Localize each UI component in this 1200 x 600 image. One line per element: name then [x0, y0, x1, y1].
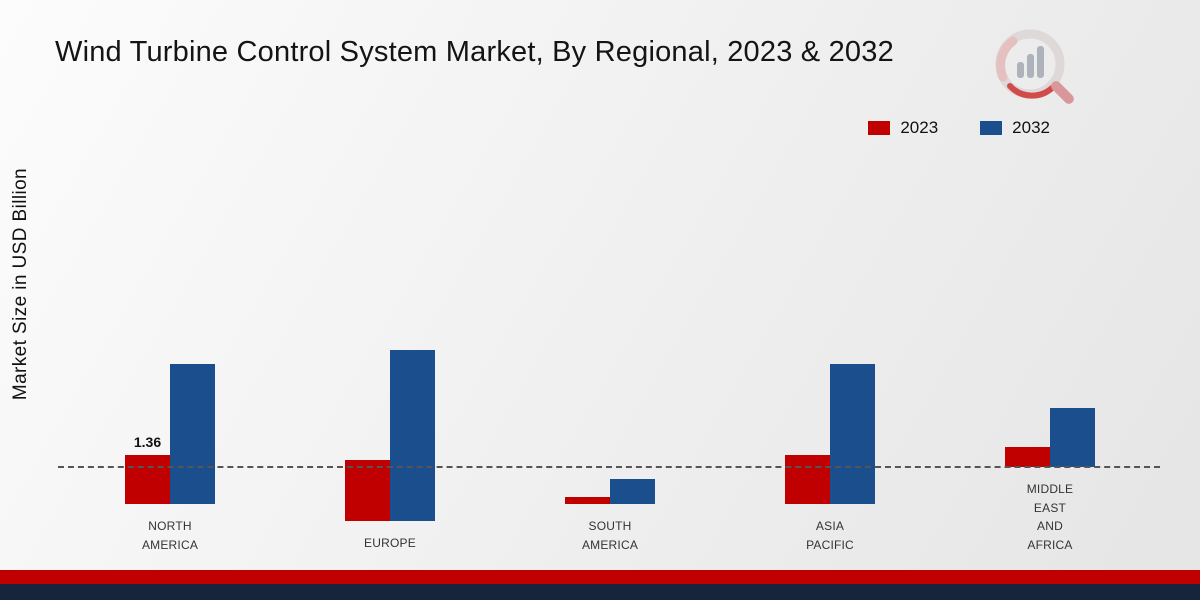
- bar-2023-south-america: [565, 497, 610, 505]
- legend-swatch: [980, 121, 1003, 135]
- logo-magnifier-icon: [995, 29, 1074, 104]
- bar-2032-europe: [390, 350, 435, 522]
- category-label: MIDDLE EAST AND AFRICA: [1026, 482, 1074, 552]
- legend-swatch: [868, 121, 891, 135]
- plot-area: 1.36 NORTH AMERICA EUROPE SOUTH AMERICA ASIA…: [60, 287, 1160, 554]
- bar-2023-asia-pacific: [785, 455, 830, 505]
- bar-pair: 1.36: [125, 324, 215, 505]
- legend-item-2023: 2023: [868, 118, 938, 138]
- bar-2032-south-america: [610, 479, 655, 505]
- legend-item-2032: 2032: [980, 118, 1050, 138]
- category-label: NORTH AMERICA: [141, 519, 199, 552]
- y-axis-label: Market Size in USD Billion: [10, 168, 31, 401]
- bar-group-middle-east-and-africa: MIDDLE EAST AND AFRICA: [1005, 287, 1095, 554]
- bar-2023-middle-east-and-africa: [1005, 447, 1050, 467]
- x-axis-baseline: [58, 466, 1160, 468]
- bar-groups: 1.36 NORTH AMERICA EUROPE SOUTH AMERICA ASIA…: [60, 287, 1160, 554]
- category-label: SOUTH AMERICA: [581, 519, 639, 552]
- bar-2023-europe: [345, 460, 390, 522]
- legend-label: 2023: [900, 118, 939, 137]
- bar-value-label: 1.36: [133, 434, 162, 451]
- bar-2023-north-america: 1.36: [125, 434, 170, 505]
- bar-pair: [1005, 287, 1095, 467]
- category-label: ASIA PACIFIC: [806, 519, 854, 552]
- brand-logo: [986, 22, 1082, 118]
- bar-group-asia-pacific: ASIA PACIFIC: [785, 324, 875, 554]
- bar-2032-middle-east-and-africa: [1050, 408, 1095, 467]
- bar-pair: [565, 324, 655, 505]
- chart-title: Wind Turbine Control System Market, By R…: [55, 36, 894, 68]
- bar-pair: [345, 341, 435, 522]
- category-label: EUROPE: [364, 536, 416, 551]
- bar-2032-asia-pacific: [830, 364, 875, 505]
- bar-group-south-america: SOUTH AMERICA: [565, 324, 655, 554]
- legend: 2023 2032: [868, 118, 1050, 138]
- bar-group-north-america: 1.36 NORTH AMERICA: [125, 324, 215, 554]
- bar-group-europe: EUROPE: [345, 341, 435, 554]
- footer-accent-bar: [0, 570, 1200, 584]
- footer-bar: [0, 584, 1200, 600]
- bar-pair: [785, 324, 875, 505]
- bar-2032-north-america: [170, 364, 215, 505]
- legend-label: 2032: [1012, 118, 1050, 137]
